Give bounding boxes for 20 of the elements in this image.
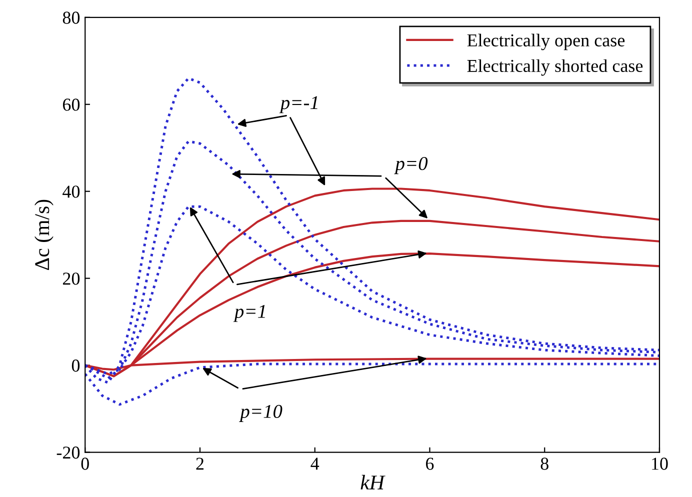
y-tick-label: 20 xyxy=(62,272,80,285)
x-tick-label: 2 xyxy=(196,458,204,470)
x-tick-label: 0 xyxy=(81,458,89,470)
annotation: p=1 xyxy=(233,304,265,322)
x-tick-label: 8 xyxy=(540,458,548,470)
x-tick-label: 4 xyxy=(310,458,320,470)
annotation: p=-1 xyxy=(279,96,318,114)
x-axis-title: kH xyxy=(360,474,386,490)
annotation: p=10 xyxy=(239,404,282,422)
annotation: p=0 xyxy=(394,157,428,174)
y-axis-title: Δc (m/s) xyxy=(34,200,54,270)
legend-label: Electrically shorted case xyxy=(467,59,643,76)
x-tick-label: 10 xyxy=(652,458,668,470)
y-tick-label: 0 xyxy=(72,360,80,372)
x-tick-label: 6 xyxy=(426,458,434,470)
y-tick-label: 60 xyxy=(62,98,80,111)
y-tick-label: -20 xyxy=(56,446,80,459)
y-tick-label: 80 xyxy=(62,12,80,24)
y-tick-label: 40 xyxy=(62,186,80,198)
legend-label: Electrically open case xyxy=(467,34,625,50)
